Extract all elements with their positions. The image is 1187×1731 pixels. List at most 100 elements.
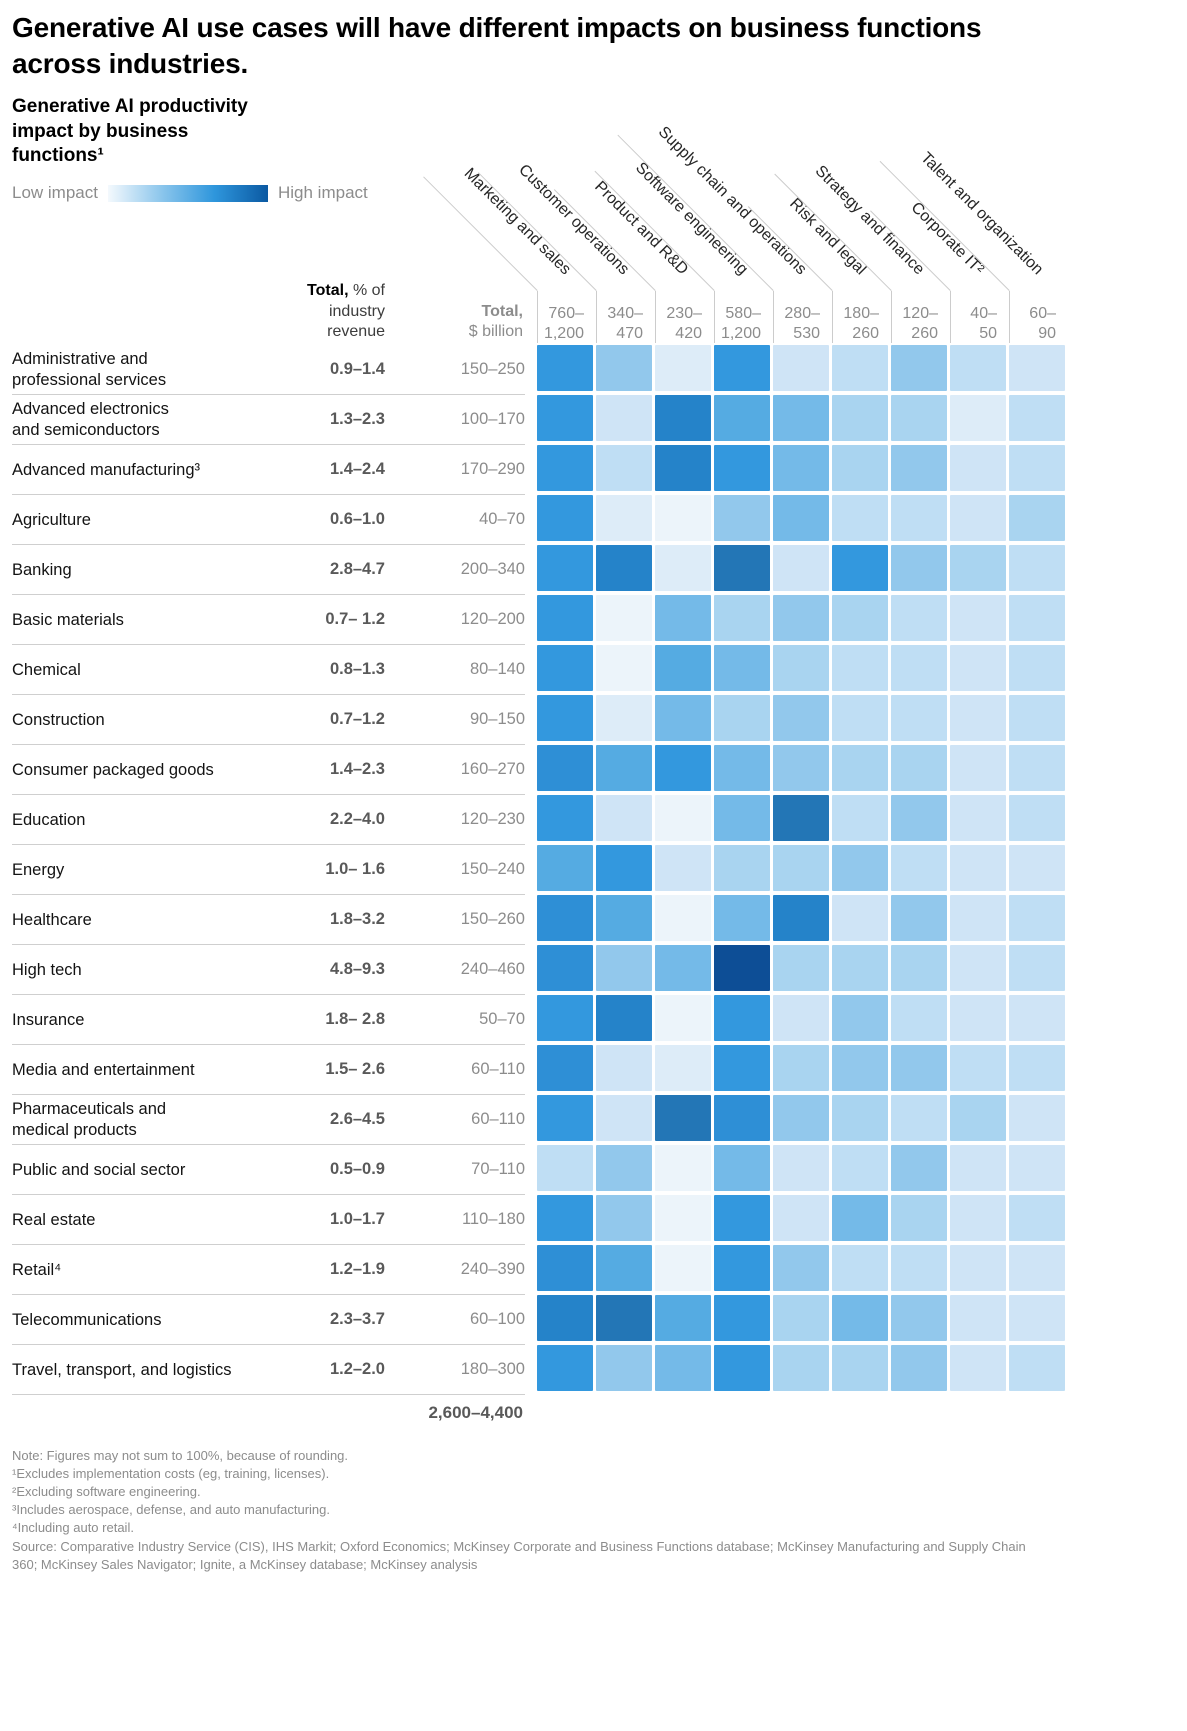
- heatmap-cell: [773, 995, 829, 1042]
- heatmap-cell: [596, 995, 652, 1042]
- heatmap-cell: [950, 1095, 1006, 1142]
- row-text: Advanced electronics and semiconductors 1…: [12, 395, 525, 446]
- heatmap-cell: [950, 745, 1006, 792]
- heatmap-cell: [891, 1195, 947, 1242]
- row-text: Chemical 0.8–1.3 80–140: [12, 645, 525, 696]
- heatmap-cell: [832, 1345, 888, 1392]
- row-text: Public and social sector 0.5–0.9 70–110: [12, 1145, 525, 1196]
- industry-label: Administrative and professional services: [12, 350, 167, 389]
- heatmap-cell: [1009, 695, 1065, 742]
- heatmap-cell: [655, 1345, 711, 1392]
- industry-label: Media and entertainment: [12, 1060, 195, 1079]
- heatmap-cell: [950, 945, 1006, 992]
- industry-label: Advanced electronics and semiconductors: [12, 400, 169, 439]
- heatmap-cell: [537, 1195, 593, 1242]
- heatmap-cell: [655, 545, 711, 592]
- legend-low-label: Low impact: [12, 183, 98, 203]
- heatmap-row-cells: [537, 1345, 1065, 1392]
- footnote-line: ⁴Including auto retail.: [12, 1520, 134, 1536]
- heatmap-cell: [537, 1245, 593, 1292]
- table-row: Real estate 1.0–1.7 110–180: [12, 1195, 1187, 1246]
- table-row: Media and entertainment 1.5– 2.6 60–110: [12, 1045, 1187, 1096]
- heatmap-cell: [891, 345, 947, 392]
- heatmap-cell: [773, 845, 829, 892]
- heatmap-row-cells: [537, 1145, 1065, 1192]
- table-row: Telecommunications 2.3–3.7 60–100: [12, 1295, 1187, 1346]
- heatmap-cell: [655, 895, 711, 942]
- pct-of-revenue-value: 1.8– 2.8: [325, 1010, 385, 1029]
- heatmap-cell: [596, 595, 652, 642]
- table-row: Public and social sector 0.5–0.9 70–110: [12, 1145, 1187, 1196]
- heatmap-cell: [596, 695, 652, 742]
- pct-header-bold: Total,: [307, 281, 349, 299]
- heatmap-cell: [832, 345, 888, 392]
- heatmap-cell: [891, 395, 947, 442]
- heatmap-cell: [891, 1245, 947, 1292]
- row-text: Education 2.2–4.0 120–230: [12, 795, 525, 846]
- pct-of-revenue-value: 1.4–2.3: [329, 760, 385, 779]
- heatmap-cell: [1009, 645, 1065, 692]
- heatmap-cell: [714, 395, 770, 442]
- heatmap-cell: [773, 345, 829, 392]
- heatmap-cell: [537, 645, 593, 692]
- row-text: Healthcare 1.8–3.2 150–260: [12, 895, 525, 946]
- heatmap-cell: [891, 695, 947, 742]
- column-total-usd: 280– 530: [784, 304, 820, 343]
- heatmap-cell: [950, 395, 1006, 442]
- heatmap-row-cells: [537, 745, 1065, 792]
- industry-label: Retail⁴: [12, 1260, 62, 1279]
- heatmap-cell: [950, 1145, 1006, 1192]
- heatmap-cell: [537, 945, 593, 992]
- column-separator-hook: [1009, 291, 1010, 344]
- heatmap-cell: [714, 495, 770, 542]
- pct-of-revenue-value: 0.7–1.2: [329, 710, 385, 729]
- impact-gradient-bar: [107, 184, 268, 202]
- heatmap-cell: [655, 695, 711, 742]
- heatmap-cell: [655, 1095, 711, 1142]
- industry-label: Construction: [12, 710, 105, 729]
- column-totals-row: 760– 1,200 340– 470 230– 420 580– 1,200 280–…: [537, 304, 1065, 346]
- heatmap-cell: [832, 945, 888, 992]
- heatmap-cell: [773, 645, 829, 692]
- heatmap-cell: [596, 345, 652, 392]
- total-usd-value: 80–140: [469, 660, 525, 679]
- pct-of-revenue-value: 1.3–2.3: [329, 410, 385, 429]
- total-usd-value: 60–100: [469, 1310, 525, 1329]
- table-row: Chemical 0.8–1.3 80–140: [12, 645, 1187, 696]
- heatmap-cell: [537, 545, 593, 592]
- total-usd-value: 100–170: [460, 410, 525, 429]
- heatmap-cell: [596, 895, 652, 942]
- heatmap-cell: [950, 1295, 1006, 1342]
- heatmap-cell: [1009, 345, 1065, 392]
- total-usd-value: 180–300: [460, 1360, 525, 1379]
- heatmap-cell: [950, 345, 1006, 392]
- table-row: Agriculture 0.6–1.0 40–70: [12, 495, 1187, 546]
- heatmap-cell: [537, 595, 593, 642]
- total-usd-value: 150–260: [460, 910, 525, 929]
- column-separator-hook: [537, 291, 538, 344]
- table-row: Healthcare 1.8–3.2 150–260: [12, 895, 1187, 946]
- heatmap-cell: [891, 495, 947, 542]
- heatmap-cell: [714, 1295, 770, 1342]
- heatmap-cell: [596, 1095, 652, 1142]
- heatmap-cell: [596, 1195, 652, 1242]
- heatmap-cell: [832, 1195, 888, 1242]
- heatmap-cell: [1009, 995, 1065, 1042]
- heatmap-cell: [832, 545, 888, 592]
- heatmap-cell: [950, 645, 1006, 692]
- row-text: Real estate 1.0–1.7 110–180: [12, 1195, 525, 1246]
- heatmap-row-cells: [537, 1195, 1065, 1242]
- heatmap-cell: [537, 395, 593, 442]
- heatmap-cell: [832, 1295, 888, 1342]
- row-text: Retail⁴ 1.2–1.9 240–390: [12, 1245, 525, 1296]
- total-usd-value: 150–250: [460, 360, 525, 379]
- pct-of-revenue-value: 0.6–1.0: [329, 510, 385, 529]
- heatmap-cell: [832, 695, 888, 742]
- heatmap-cell: [1009, 1045, 1065, 1092]
- heatmap-cell: [832, 495, 888, 542]
- heatmap-cell: [714, 445, 770, 492]
- heatmap-cell: [832, 1095, 888, 1142]
- heatmap-cell: [1009, 495, 1065, 542]
- legend-high-label: High impact: [277, 183, 368, 203]
